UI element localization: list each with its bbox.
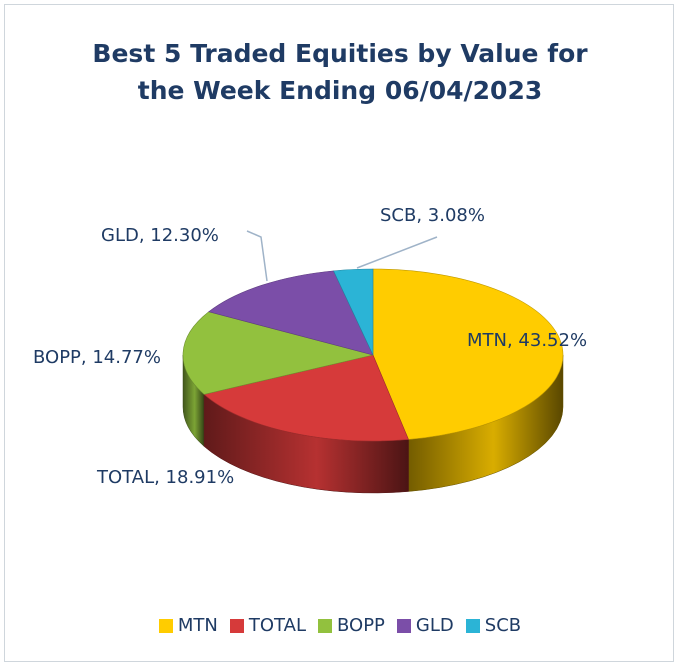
legend-item-bopp: BOPP bbox=[318, 615, 385, 636]
pie-chart: MTN, 43.52% TOTAL, 18.91% BOPP, 14.77% GLD,… bbox=[33, 205, 587, 494]
leader-line-gld bbox=[246, 230, 268, 282]
legend-label-bopp: BOPP bbox=[337, 615, 385, 636]
legend-label-gld: GLD bbox=[415, 615, 454, 636]
chart-legend: MTN TOTAL BOPP GLD SCB bbox=[5, 615, 675, 636]
legend-swatch-scb bbox=[465, 618, 480, 633]
legend-item-scb: SCB bbox=[465, 615, 522, 636]
chart-title: Best 5 Traded Equities by Value for the … bbox=[5, 35, 675, 109]
pie-slice-mtn bbox=[372, 268, 564, 440]
legend-swatch-bopp bbox=[318, 618, 332, 633]
pie-slice-bopp bbox=[182, 311, 374, 395]
data-label-mtn: MTN, 43.52% bbox=[467, 330, 587, 351]
legend-swatch-mtn bbox=[158, 618, 173, 633]
legend-label-total: TOTAL bbox=[248, 615, 306, 636]
pie-slice-total bbox=[203, 354, 409, 442]
pie-slice-scb bbox=[333, 268, 374, 356]
data-label-gld: GLD, 12.30% bbox=[101, 225, 219, 246]
legend-item-total: TOTAL bbox=[229, 615, 306, 636]
legend-swatch-gld bbox=[396, 618, 411, 633]
chart-title-line-2: the Week Ending 06/04/2023 bbox=[137, 76, 543, 105]
pie-slice-gld bbox=[208, 270, 374, 356]
legend-label-mtn: MTN bbox=[177, 615, 218, 636]
legend-item-mtn: MTN bbox=[158, 615, 218, 636]
data-label-scb: SCB, 3.08% bbox=[380, 205, 485, 226]
legend-item-gld: GLD bbox=[396, 615, 454, 636]
leader-line-scb bbox=[356, 236, 438, 269]
chart-frame: Best 5 Traded Equities by Value for the … bbox=[4, 4, 674, 662]
data-label-bopp: BOPP, 14.77% bbox=[33, 347, 161, 368]
legend-swatch-total bbox=[229, 618, 244, 633]
data-label-total: TOTAL, 18.91% bbox=[96, 467, 234, 488]
legend-label-scb: SCB bbox=[484, 615, 522, 636]
chart-title-line-1: Best 5 Traded Equities by Value for bbox=[92, 39, 588, 68]
